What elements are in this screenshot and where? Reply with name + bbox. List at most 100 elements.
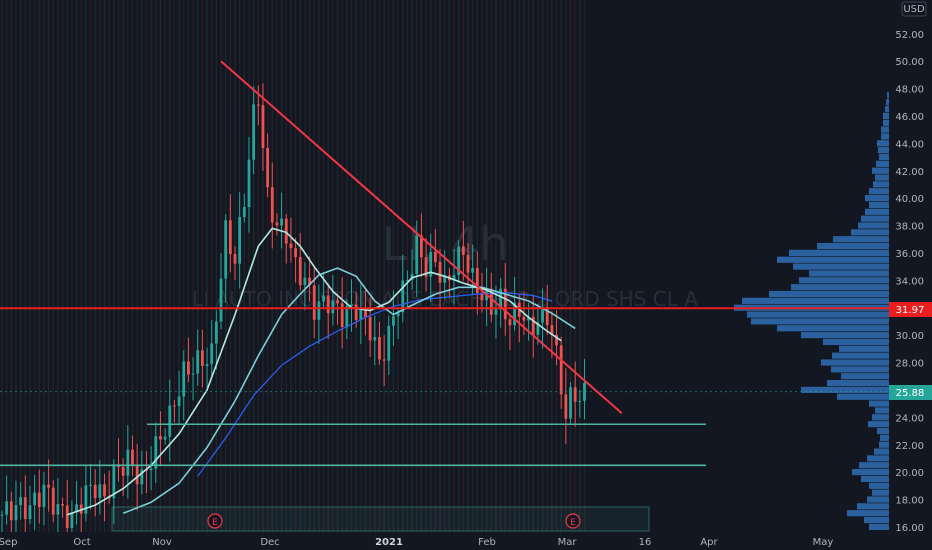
- candle-body: [65, 505, 69, 528]
- candle-body: [233, 254, 237, 264]
- y-tick-label: 42.00: [895, 167, 924, 178]
- x-tick-label: Apr: [700, 537, 718, 548]
- candle-body: [569, 387, 572, 419]
- y-tick-label: 50.00: [895, 57, 924, 68]
- candle-body: [527, 316, 530, 321]
- profile-bar: [861, 215, 889, 222]
- candle-body: [499, 288, 503, 310]
- profile-bar: [799, 277, 889, 284]
- candle-body: [308, 277, 311, 286]
- profile-bar: [751, 318, 889, 325]
- trendline[interactable]: [220, 60, 623, 415]
- candle-body: [443, 275, 447, 283]
- profile-bar: [879, 153, 889, 161]
- candle-body: [14, 505, 18, 521]
- price-badge-current: 25.88: [889, 385, 932, 400]
- profile-bar: [869, 400, 889, 407]
- candle-body: [368, 317, 372, 341]
- x-tick-label: 2021: [375, 537, 403, 548]
- candle-body: [475, 268, 479, 294]
- candle-body: [61, 504, 64, 506]
- candle-body: [266, 148, 270, 188]
- candle-body: [340, 303, 344, 327]
- profile-bar: [791, 284, 889, 291]
- profile-bar: [881, 126, 889, 133]
- candle-body: [494, 309, 498, 315]
- profile-bar: [869, 188, 889, 195]
- candle-body: [121, 467, 125, 476]
- volume-profile: [734, 92, 889, 530]
- candle-body: [336, 300, 339, 304]
- candle-body: [345, 306, 349, 327]
- candle-body: [433, 251, 437, 262]
- candle-body: [513, 302, 516, 326]
- y-tick-label: 22.00: [895, 441, 924, 452]
- time-axis[interactable]: [0, 532, 932, 550]
- profile-bar: [747, 311, 889, 318]
- candle-body: [359, 307, 363, 321]
- session-lines: [1, 0, 586, 532]
- candle-body: [47, 484, 50, 488]
- candle-body: [555, 335, 558, 346]
- profile-bar: [881, 133, 889, 140]
- earnings-marker[interactable]: [565, 513, 581, 529]
- candle-body: [471, 268, 475, 273]
- profile-bar: [867, 496, 889, 503]
- profile-bar: [831, 366, 889, 373]
- candle-body: [159, 436, 162, 440]
- y-tick-label: 38.00: [895, 222, 924, 233]
- candle-body: [354, 304, 358, 321]
- candle-body: [98, 484, 102, 499]
- moving-averages: [66, 227, 576, 516]
- profile-bar: [841, 373, 889, 380]
- profile-bar: [769, 290, 889, 298]
- profile-bar: [869, 201, 889, 209]
- candle-body: [210, 343, 214, 365]
- profile-bar: [880, 434, 889, 441]
- resistance-price-label: 31.97: [896, 305, 925, 316]
- candle-body: [112, 464, 116, 499]
- candle-body: [37, 492, 41, 508]
- trendline-group[interactable]: [220, 60, 623, 415]
- profile-bar: [861, 475, 889, 483]
- y-tick-label: 52.00: [895, 30, 924, 41]
- profile-bar: [879, 441, 889, 448]
- current-price-label: 25.88: [896, 388, 925, 399]
- candle-body: [466, 254, 470, 273]
- profile-bar: [864, 516, 889, 524]
- x-ticks: Sep Oct Nov Dec 2021 Feb Mar 16 Apr May: [0, 537, 833, 548]
- candle-body: [23, 497, 27, 519]
- profile-bar: [885, 105, 889, 113]
- candle-body: [406, 279, 409, 281]
- price-axis[interactable]: [889, 0, 932, 550]
- earnings-zone: [111, 506, 650, 532]
- candle-body: [28, 505, 32, 519]
- candle-body: [396, 312, 400, 317]
- profile-bar: [874, 448, 889, 455]
- profile-bar: [867, 455, 889, 462]
- profile-bar: [801, 332, 889, 339]
- candle-body: [489, 288, 493, 315]
- candle-body: [19, 497, 23, 506]
- candle-body: [326, 295, 330, 314]
- y-tick-label: 24.00: [895, 413, 924, 424]
- candle-body: [103, 484, 106, 497]
- candle-body: [508, 319, 512, 326]
- candle-body: [177, 396, 181, 407]
- candle-body: [270, 187, 274, 223]
- candle-body: [378, 337, 381, 360]
- levels[interactable]: [0, 307, 889, 467]
- candle-body: [392, 316, 395, 326]
- profile-bar: [827, 379, 889, 387]
- candle-body: [480, 293, 484, 301]
- profile-bar: [865, 208, 889, 215]
- candle-body: [573, 387, 577, 402]
- x-tick-label: Dec: [260, 537, 279, 548]
- profile-bar: [887, 92, 889, 99]
- currency-badge[interactable]: [901, 1, 927, 17]
- y-tick-label: 48.00: [895, 85, 924, 96]
- candle-body: [70, 512, 74, 528]
- earnings-marker[interactable]: [207, 513, 223, 529]
